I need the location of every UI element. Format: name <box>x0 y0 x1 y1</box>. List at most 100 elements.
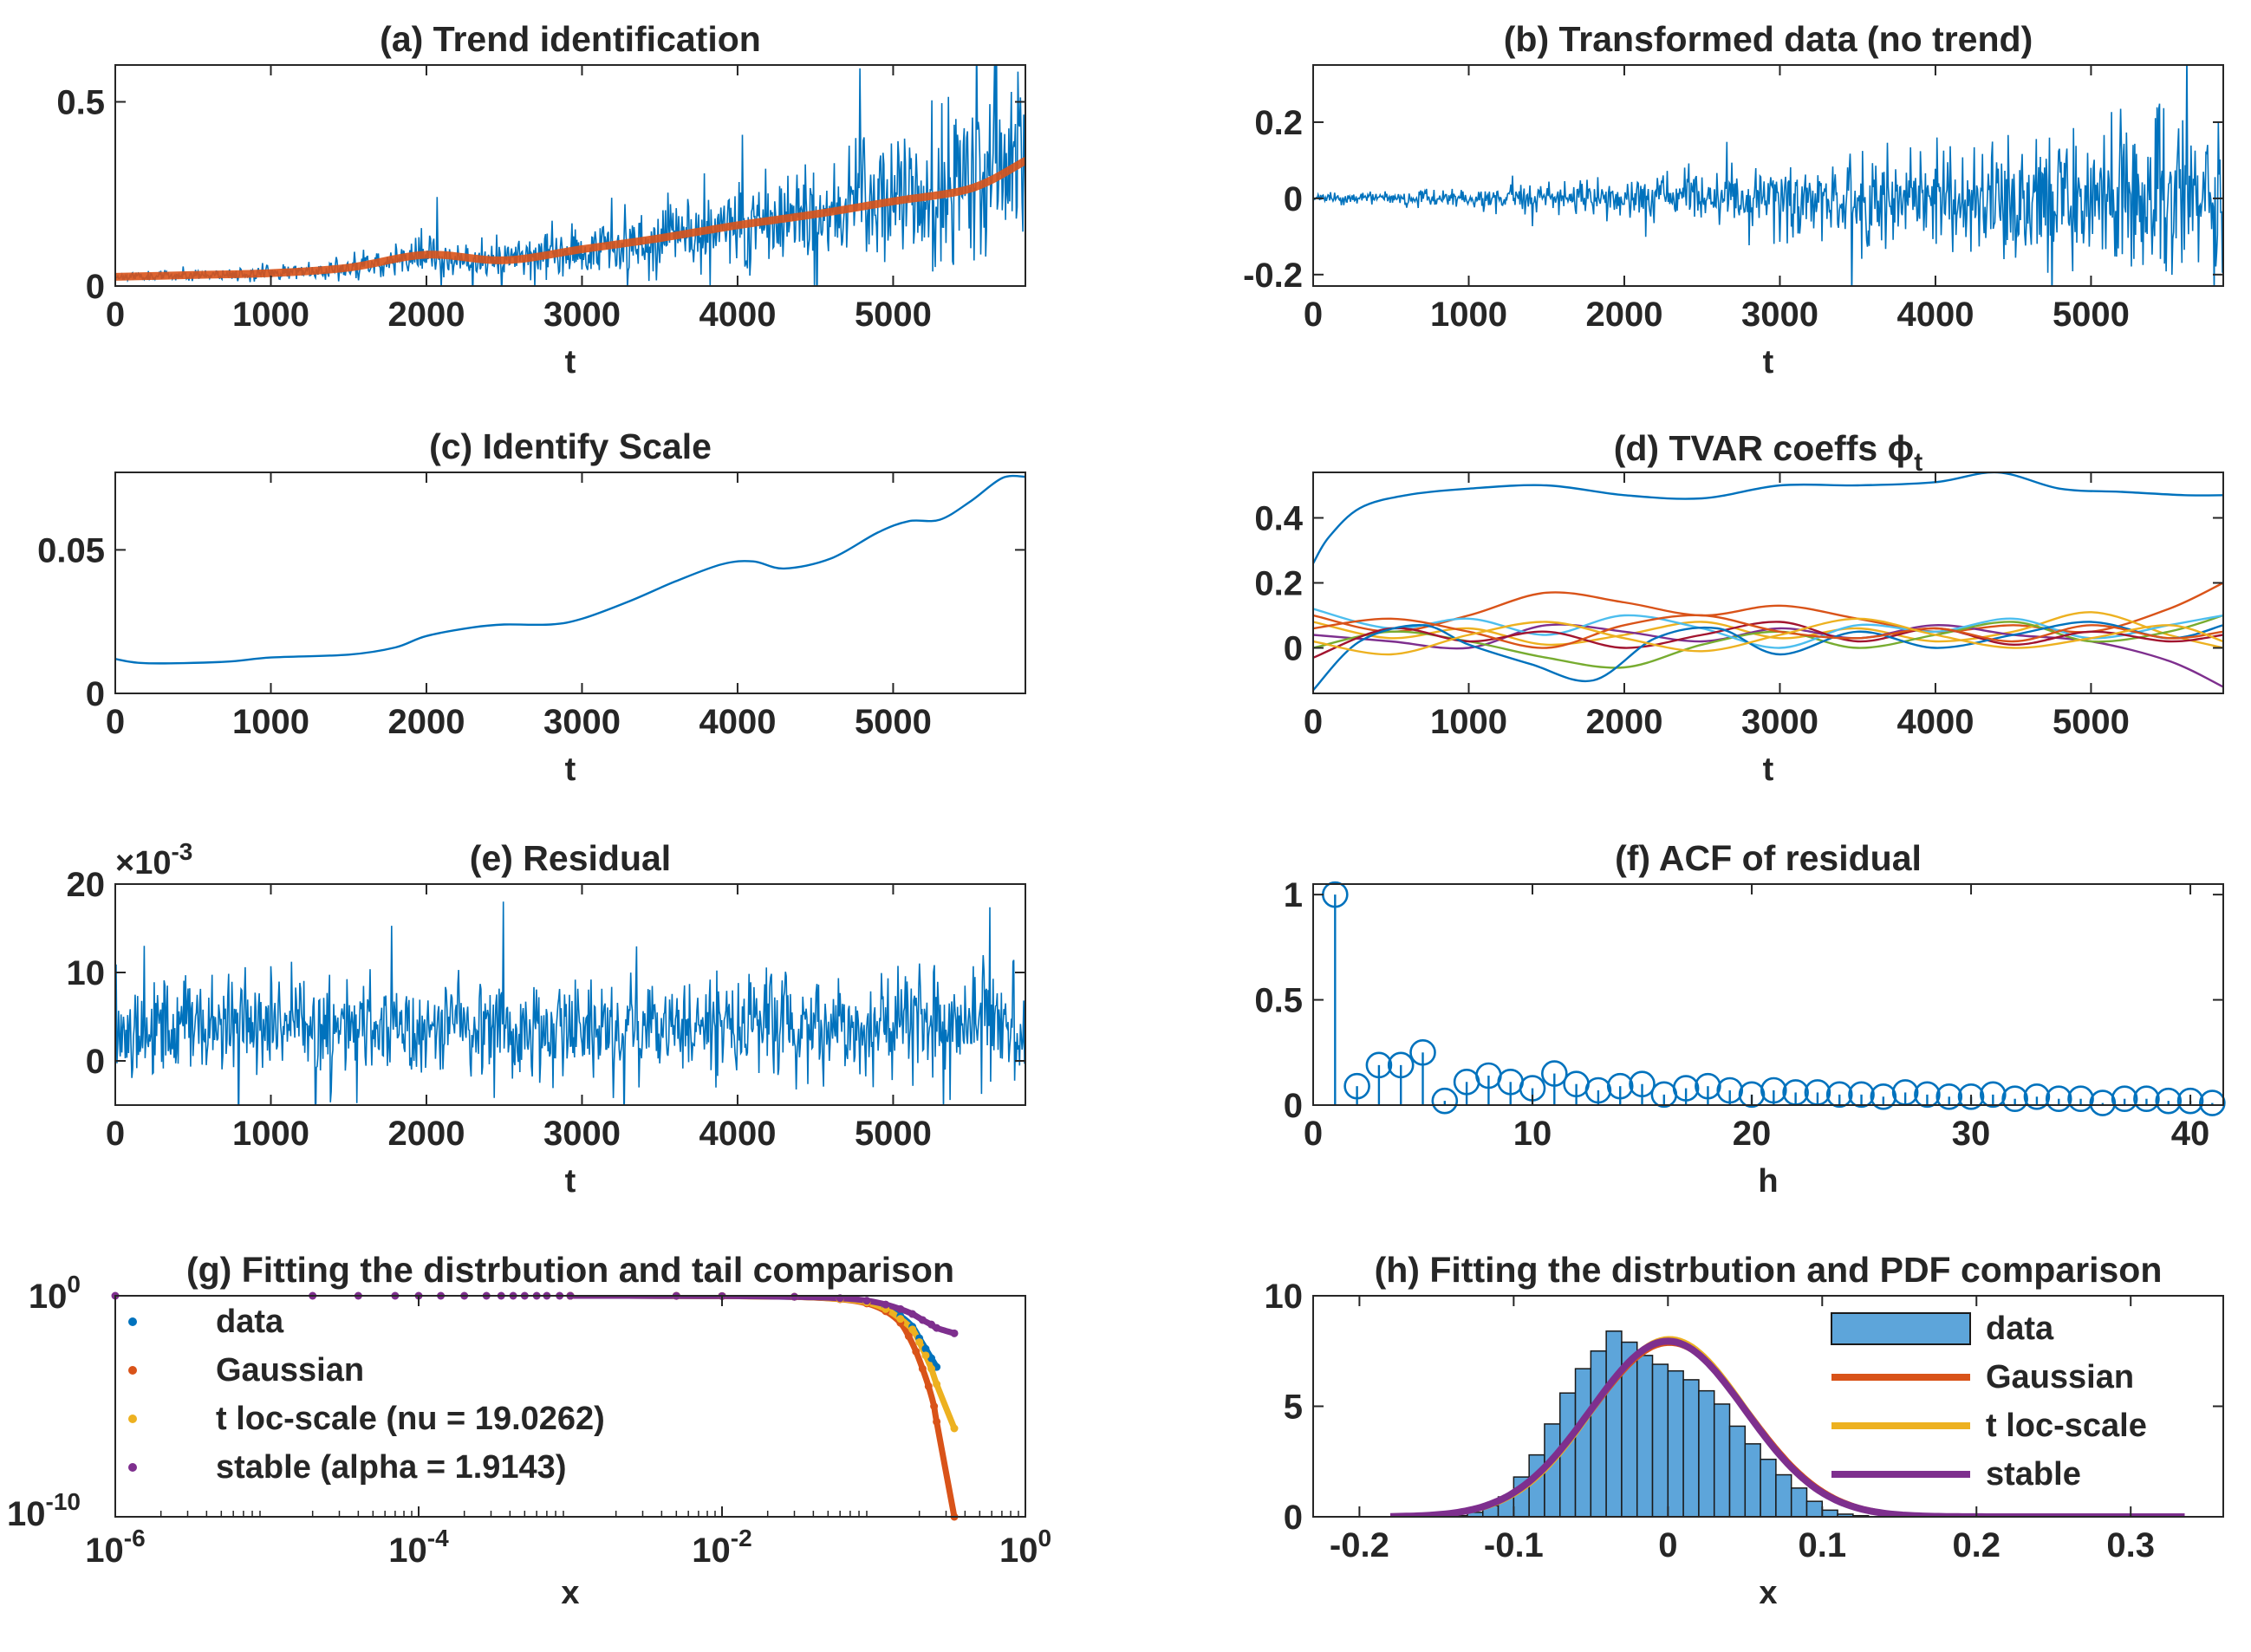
x-tick-label: 2000 <box>1585 296 1662 334</box>
x-tick-label: 0.3 <box>2106 1526 2155 1564</box>
stem-marker <box>1672 1075 1700 1102</box>
scatter-point-stable <box>933 1324 941 1332</box>
stem-marker <box>1848 1081 1875 1109</box>
scatter-point-stable <box>790 1292 798 1301</box>
legend-marker <box>128 1415 137 1423</box>
scatter-point-Gaussian <box>918 1364 927 1373</box>
x-tick-label: 2000 <box>387 703 465 741</box>
y-tick-label: 5 <box>1284 1389 1303 1427</box>
scatter-point-t loc-scale <box>896 1315 905 1324</box>
x-tick-label: 0 <box>1658 1526 1677 1564</box>
x-tick-label: 3000 <box>543 296 621 334</box>
stem-marker <box>1584 1076 1612 1104</box>
y-tick-label: 0.5 <box>56 84 105 122</box>
plot-area-a <box>115 65 1025 286</box>
legend-marker <box>128 1317 137 1326</box>
x-tick-label: 4000 <box>699 1115 776 1153</box>
y-tick-label: 0 <box>86 268 105 306</box>
legend: data Gaussian t loc-scale stable <box>1831 1311 2147 1493</box>
y-tick-label: 0.5 <box>1254 982 1303 1020</box>
series-line-phi7 <box>1313 621 2223 659</box>
scatter-point-stable <box>862 1297 871 1305</box>
panel-c: 0 1000 2000 3000 4000 5000 0 0.05 t (c) Identify … <box>37 426 1026 788</box>
y-tick-label: 0.4 <box>1254 500 1303 538</box>
legend-label: Gaussian <box>1986 1359 2134 1395</box>
stem-marker <box>2001 1085 2028 1113</box>
y-tick-label: 10 <box>67 954 106 992</box>
scatter-point-stable <box>918 1316 927 1324</box>
hist-bar <box>1558 1392 1577 1517</box>
stem-marker <box>2089 1089 2117 1116</box>
stem-marker <box>1387 1051 1415 1079</box>
panel-b: 0 1000 2000 3000 4000 5000-0.200.2t(b) Transf… <box>1243 19 2224 380</box>
stem-marker <box>1606 1072 1634 1100</box>
legend: data Gaussian t loc-scale (nu = 19.0262) st… <box>128 1304 605 1486</box>
hist-bar <box>1744 1443 1761 1517</box>
panel-h: data Gaussian t loc-scale stable -0.2 -0.1 0 0.… <box>1265 1250 2224 1611</box>
x-tick-label: 3000 <box>1741 703 1818 741</box>
scatter-point-t loc-scale <box>915 1337 924 1346</box>
stem-marker <box>1629 1070 1656 1098</box>
chart-title: (a) Trend identification <box>380 19 761 59</box>
x-tick-label: 5000 <box>2053 703 2130 741</box>
x-tick-label: 0 <box>1304 1115 1323 1153</box>
hist-bar <box>1713 1403 1731 1517</box>
series-line-transformed <box>1313 65 2223 286</box>
y-tick-label: 0 <box>1284 630 1303 668</box>
stem-marker <box>1870 1083 1897 1110</box>
hist-bar <box>1590 1350 1607 1517</box>
chart-title: (b) Transformed data (no trend) <box>1504 19 2033 59</box>
scatter-point-stable <box>896 1304 905 1313</box>
y-tick-label: -0.2 <box>1243 257 1303 295</box>
x-tick-label: 1000 <box>232 703 309 741</box>
chart-title: (c) Identify Scale <box>429 426 712 466</box>
x-tick-label: -0.1 <box>1484 1526 1544 1564</box>
x-tick-label: 0 <box>1304 296 1323 334</box>
y-tick-label: 0 <box>1284 1499 1303 1537</box>
chart-title: (e) Residual <box>470 838 671 878</box>
chart-title: (d) TVAR coeffs ϕt <box>1614 428 1923 477</box>
x-tick-label: 4000 <box>1896 703 1974 741</box>
x-tick-label: 4000 <box>699 296 776 334</box>
axes-box-a <box>114 64 1026 287</box>
plot-area-h <box>1389 1330 2185 1517</box>
scatter-point-Gaussian <box>930 1402 939 1410</box>
axes-box-g <box>114 1295 1026 1518</box>
plot-area-b <box>1313 65 2223 286</box>
series-line-scale <box>115 474 1025 665</box>
y-tick-label: 0.05 <box>37 531 105 569</box>
x-tick-label: 10-2 <box>692 1525 751 1570</box>
stem-marker <box>2023 1083 2051 1110</box>
y-tick-label: 0 <box>1284 180 1303 218</box>
x-axis-label: x <box>561 1575 579 1611</box>
series-line-data <box>115 65 1025 286</box>
stem-marker <box>1760 1076 1787 1104</box>
stem-marker <box>1431 1087 1459 1115</box>
x-tick-label: 2000 <box>1585 703 1662 741</box>
x-tick-label: -0.2 <box>1330 1526 1389 1564</box>
series-line-phi8 <box>1313 621 2223 692</box>
series-line-phi3 <box>1313 611 2223 649</box>
y-tick-label: 10 <box>1265 1278 1304 1316</box>
stem-marker <box>1541 1060 1568 1087</box>
hist-bar <box>1775 1473 1792 1517</box>
series-line-residual <box>115 901 1025 1105</box>
stem-marker <box>1935 1083 1963 1110</box>
x-axis-label: t <box>1763 751 1774 788</box>
x-tick-label: 10 <box>1513 1115 1552 1153</box>
stem-marker <box>1738 1081 1766 1109</box>
series-line-phi9 <box>1313 614 2223 649</box>
stem-marker <box>1980 1081 2007 1109</box>
axes-box-e <box>114 883 1026 1106</box>
scatter-point-Gaussian <box>924 1382 933 1390</box>
x-tick-label: 2000 <box>387 1115 465 1153</box>
x-tick-label: 100 <box>999 1525 1051 1570</box>
stem-marker <box>1409 1038 1436 1066</box>
stem-marker <box>2133 1085 2160 1113</box>
scatter-point-t loc-scale <box>927 1364 936 1373</box>
scatter-point-stable <box>950 1329 959 1337</box>
panel-f: 0 10 20 30 40 0 0.5 1 h (f) ACF of residual <box>1254 838 2226 1200</box>
legend-label: stable <box>1986 1456 2081 1493</box>
hist-bar <box>1698 1389 1715 1517</box>
y-tick-label: 10-10 <box>7 1488 81 1533</box>
